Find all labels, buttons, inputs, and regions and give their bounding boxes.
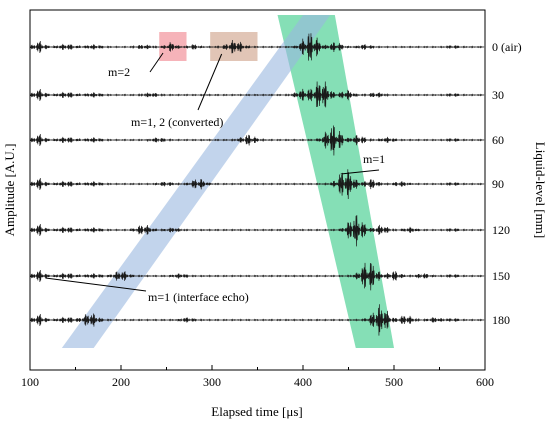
liquid-level-label: 90 (492, 177, 504, 191)
x-tick-label: 500 (385, 375, 403, 389)
highlight-band-m1 (277, 15, 394, 348)
trace-180mm (30, 304, 485, 336)
trace-60mm (30, 125, 485, 156)
annotation-label: m=2 (108, 65, 130, 79)
annotations: m=2 m=1, 2 (converted) m=1 m=1 (interface e… (45, 52, 385, 304)
liquid-level-label: 180 (492, 313, 510, 327)
annotation-label: m=1 (363, 152, 385, 166)
annotation-leader (340, 169, 380, 175)
liquid-level-label: 30 (492, 88, 504, 102)
x-axis: 100 200 300 400 500 600 (21, 365, 494, 389)
trace-120mm (30, 215, 485, 247)
annotation-leader (197, 53, 223, 111)
highlight-band-interface-echo (61, 15, 331, 348)
liquid-level-labels: 0 (air) 30 60 90 120 150 180 (492, 40, 522, 327)
annotation-label: m=1 (interface echo) (148, 290, 249, 304)
y-axis-title-left: Amplitude [A.U.] (2, 144, 17, 237)
waveform-traces (30, 33, 485, 336)
liquid-level-label: 0 (air) (492, 40, 522, 54)
trace-150mm (30, 262, 485, 291)
x-tick-label: 200 (112, 375, 130, 389)
trace-0mm (30, 33, 485, 61)
x-tick-label: 300 (203, 375, 221, 389)
x-axis-title: Elapsed time [μs] (211, 404, 302, 419)
trace-30mm (30, 81, 485, 108)
liquid-level-label: 60 (492, 133, 504, 147)
x-tick-label: 600 (476, 375, 494, 389)
liquid-level-label: 150 (492, 269, 510, 283)
annotation-leader (45, 277, 147, 292)
x-tick-label: 100 (21, 375, 39, 389)
liquid-level-label: 120 (492, 223, 510, 237)
annotation-label: m=1, 2 (converted) (131, 115, 223, 129)
y-axis-title-right: Liquid-level [mm] (533, 142, 548, 238)
annotation-leader (149, 52, 164, 73)
x-tick-label: 400 (294, 375, 312, 389)
trace-90mm (30, 169, 485, 200)
